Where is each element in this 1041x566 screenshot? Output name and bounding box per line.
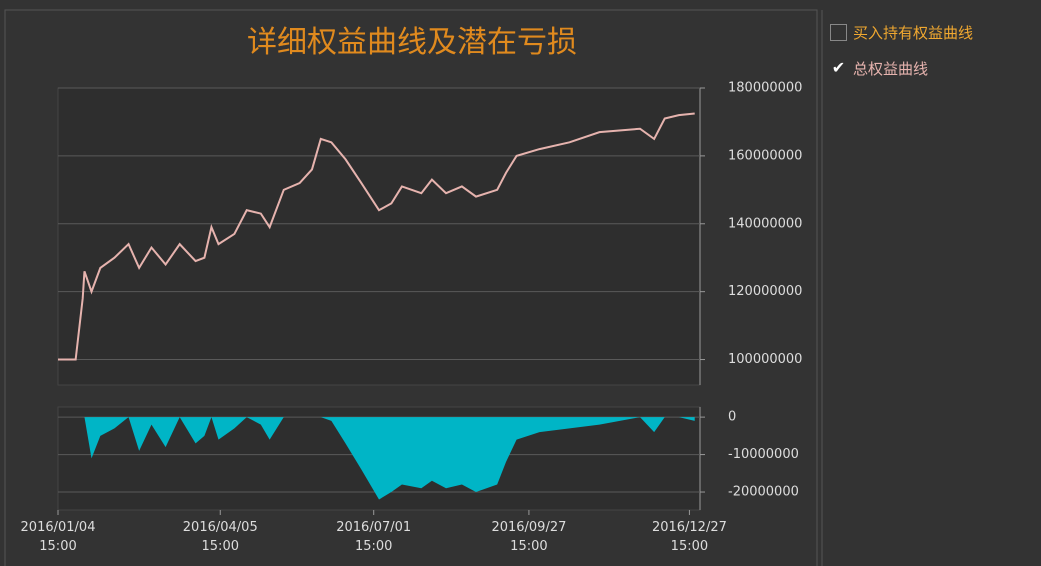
- y-tick-label: 180000000: [728, 81, 802, 96]
- checkbox[interactable]: [830, 24, 847, 41]
- y-tick-label: 0: [728, 410, 736, 425]
- y-tick-label: 120000000: [728, 284, 802, 299]
- y-tick-label: 140000000: [728, 216, 802, 231]
- legend-label: 买入持有权益曲线: [853, 24, 974, 42]
- legend-label: 总权益曲线: [853, 60, 929, 78]
- legend-item[interactable]: ✔ 总权益曲线: [830, 58, 928, 79]
- panel-border: [4, 9, 818, 566]
- x-tick-label: 2016/09/27 15:00: [491, 520, 567, 554]
- drawdown-area: [58, 417, 695, 500]
- plot-area: [57, 87, 701, 386]
- x-tick-label: 2016/07/01 15:00: [336, 520, 412, 554]
- checkbox[interactable]: ✔: [831, 58, 846, 77]
- x-tick-label: 2016/12/27 15:00: [651, 520, 727, 554]
- x-tick-label: 2016/04/05 15:00: [182, 520, 258, 554]
- y-tick-label: -20000000: [728, 485, 799, 500]
- y-tick-label: -10000000: [728, 447, 799, 462]
- legend-item[interactable]: 买入持有权益曲线: [830, 22, 973, 43]
- y-tick-label: 100000000: [728, 352, 802, 367]
- chart-title: 详细权益曲线及潜在亏损: [247, 25, 577, 60]
- x-tick-label: 2016/01/04 15:00: [20, 520, 96, 554]
- y-tick-label: 160000000: [728, 148, 802, 163]
- equity-line: [58, 112, 695, 361]
